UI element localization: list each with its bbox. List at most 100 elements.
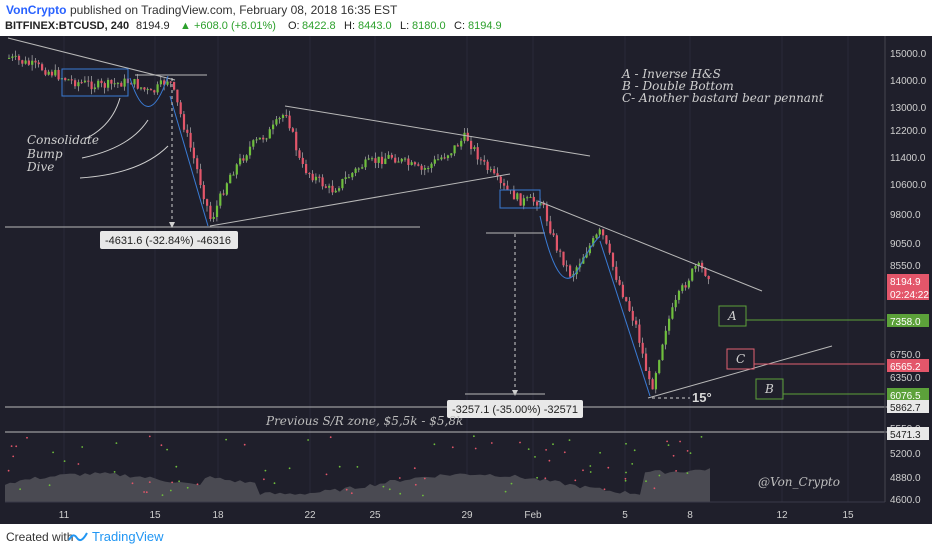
x-tick-label: 15 <box>149 510 161 521</box>
x-tick-label: 5 <box>622 510 628 521</box>
price-label-box <box>887 427 929 440</box>
y-tick-label: 7358.0 <box>890 317 921 328</box>
candle-body <box>397 161 400 163</box>
candle-body <box>196 158 199 170</box>
candle-body <box>522 198 525 206</box>
candle-body <box>671 307 674 319</box>
watermark: @Von_Crypto <box>758 475 840 489</box>
candle-body <box>674 299 677 308</box>
candle-body <box>608 243 611 253</box>
y-tick-label: 6350.0 <box>890 373 921 384</box>
x-tick-label: 11 <box>59 510 70 521</box>
candle-body <box>496 173 499 177</box>
candle-body <box>159 80 162 85</box>
volume-dot <box>658 474 661 477</box>
candle-body <box>615 266 618 280</box>
candle-body <box>206 199 209 206</box>
legend-b: B - Double Bottom <box>621 79 734 93</box>
volume-dot <box>607 466 610 469</box>
candle-body <box>565 265 568 267</box>
ohlc-header: BITFINEX:BTCUSD, 240 8194.9 ▲ +608.0 (+8… <box>0 20 932 36</box>
candle-body <box>387 154 390 159</box>
bump-label: Bump <box>26 147 63 161</box>
candle-body <box>8 57 11 59</box>
candle-body <box>476 147 479 160</box>
candle-body <box>621 284 624 298</box>
x-tick-label: 22 <box>304 510 316 521</box>
candle-body <box>248 146 252 156</box>
candle-body <box>684 285 687 288</box>
volume-dot <box>143 491 146 493</box>
x-tick-label: 15 <box>842 510 854 521</box>
volume-dot <box>686 472 689 474</box>
close-label: C: <box>454 20 465 32</box>
price-label-box <box>887 400 929 413</box>
candle-body <box>380 156 384 164</box>
y-tick-label: 5471.3 <box>890 430 921 441</box>
tradingview-link[interactable]: TradingView <box>92 529 164 544</box>
footer: Created with TradingView <box>0 524 932 550</box>
volume-dot <box>12 455 15 458</box>
candle-body <box>407 158 410 165</box>
candle-body <box>664 330 667 345</box>
candle-body <box>404 158 407 160</box>
box-c-label: C <box>736 352 745 366</box>
candle-body <box>493 169 496 174</box>
volume-dot <box>666 440 668 443</box>
volume-dot <box>113 471 116 473</box>
candle-body <box>176 89 179 103</box>
candle-body <box>331 185 334 193</box>
y-tick-label: 12200.0 <box>890 126 927 137</box>
y-tick-label: 13000.0 <box>890 103 927 114</box>
candle-body <box>47 71 50 75</box>
candle-body <box>694 265 697 269</box>
candle-body <box>37 62 40 65</box>
candle-body <box>308 173 311 175</box>
candle-body <box>384 158 387 164</box>
volume-dot <box>686 450 689 452</box>
candle-body <box>351 172 354 178</box>
chart-svg[interactable]: -4631.6 (-32.84%) -46316 -3257.1 (-35.00… <box>0 36 932 524</box>
volume-dot <box>568 439 571 441</box>
candle-body <box>305 164 308 174</box>
candle-body <box>638 324 641 343</box>
measure1-label: -4631.6 (-32.84%) -46316 <box>105 235 231 247</box>
volume-dot <box>166 448 169 451</box>
volume-dot <box>26 436 28 439</box>
candle-body <box>628 301 631 311</box>
volume-dot <box>81 446 84 448</box>
volume-dot <box>675 470 677 472</box>
volume-dot <box>350 492 353 495</box>
candle-body <box>14 55 17 57</box>
candle-body <box>143 87 146 90</box>
volume-dot <box>115 442 118 444</box>
candle-body <box>427 167 430 169</box>
candle-body <box>77 82 80 87</box>
candle-body <box>186 129 189 133</box>
candle-body <box>321 177 324 187</box>
volume-dot <box>672 454 675 457</box>
volume-dot <box>413 467 416 470</box>
volume-dot <box>225 438 228 441</box>
publish-header: VonCrypto published on TradingView.com, … <box>0 0 932 20</box>
volume-dot <box>19 488 21 491</box>
candle-body <box>529 196 532 198</box>
measure-arrow-2 <box>512 390 518 396</box>
candle-body <box>209 205 212 219</box>
volume-area <box>5 468 710 502</box>
candle-body <box>489 169 492 171</box>
candle-body <box>239 158 242 165</box>
candle-body <box>113 83 116 85</box>
candle-body <box>67 79 70 81</box>
chart-area[interactable]: -4631.6 (-32.84%) -46316 -3257.1 (-35.00… <box>0 36 932 524</box>
y-tick-label: 8550.0 <box>890 261 921 272</box>
author-link[interactable]: VonCrypto <box>6 3 67 17</box>
candle-body <box>483 159 486 162</box>
volume-dot <box>77 463 80 465</box>
measure-arrow-1 <box>169 222 175 228</box>
symbol-label[interactable]: BITFINEX:BTCUSD, 240 <box>5 20 130 32</box>
box-b-label: B <box>764 382 774 396</box>
candle-body <box>668 318 671 331</box>
candle-body <box>229 174 232 184</box>
candle-body <box>466 132 469 141</box>
